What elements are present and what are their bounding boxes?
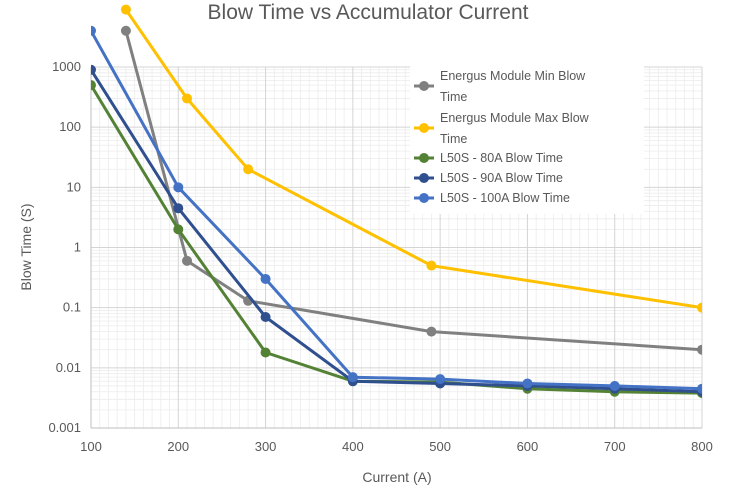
series-5 <box>91 25 702 394</box>
series-line <box>91 30 702 391</box>
y-tick-label: 0.01 <box>56 360 81 375</box>
y-tick-labels: 0.001 0.01 0.1 1 10 100 1000 <box>48 59 81 435</box>
legend-item-4: L50S - 90A Blow Time <box>414 171 563 185</box>
series-1 <box>120 25 702 355</box>
y-tick-label: 1 <box>74 240 81 255</box>
data-point <box>697 302 702 313</box>
y-axis-label: Blow Time (S) <box>18 203 34 290</box>
data-point <box>173 224 184 235</box>
y-tick-label: 100 <box>59 119 81 134</box>
x-tick-label: 100 <box>80 439 102 454</box>
data-point <box>609 380 620 391</box>
legend-label: L50S - 90A Blow Time <box>440 171 563 185</box>
legend-label: L50S - 100A Blow Time <box>440 191 570 205</box>
chart-title: Blow Time vs Accumulator Current <box>208 1 529 24</box>
legend-item-2: Energus Module Max Blow Time <box>414 111 590 146</box>
legend-item-1: Energus Module Min Blow Time <box>414 69 586 104</box>
data-point <box>120 25 131 36</box>
legend-item-3: L50S - 80A Blow Time <box>414 151 563 165</box>
data-point <box>426 260 437 271</box>
series-line <box>91 68 702 394</box>
data-point <box>173 182 184 193</box>
x-tick-labels: 100 200 300 400 500 600 700 800 <box>80 439 713 454</box>
legend: Energus Module Min Blow Time Energus Modul… <box>414 69 590 205</box>
data-point <box>243 164 254 175</box>
axes <box>90 67 702 429</box>
y-tick-label: 1000 <box>52 59 81 74</box>
legend-marker <box>419 193 429 203</box>
data-point <box>173 203 184 214</box>
legend-marker <box>419 153 429 163</box>
x-tick-label: 300 <box>255 439 277 454</box>
data-point <box>120 4 131 15</box>
y-tick-label: 0.001 <box>48 420 81 435</box>
data-point <box>435 374 446 385</box>
y-tick-label: 0.1 <box>63 300 81 315</box>
data-point <box>182 255 193 266</box>
legend-marker <box>419 173 429 183</box>
data-point <box>260 273 271 284</box>
data-point <box>260 347 271 358</box>
x-tick-label: 800 <box>691 439 713 454</box>
legend-item-5: L50S - 100A Blow Time <box>414 191 570 205</box>
x-tick-label: 700 <box>604 439 626 454</box>
x-tick-label: 400 <box>342 439 364 454</box>
data-point <box>426 326 437 337</box>
x-tick-label: 500 <box>429 439 451 454</box>
data-point <box>91 25 96 36</box>
legend-label: Energus Module Min Blow Time <box>440 69 586 104</box>
data-point <box>182 93 193 104</box>
legend-label: Energus Module Max Blow Time <box>440 111 590 146</box>
data-point <box>697 383 702 394</box>
legend-marker <box>419 81 429 91</box>
x-tick-label: 600 <box>517 439 539 454</box>
series-2 <box>120 4 702 313</box>
series-layer <box>91 4 702 399</box>
x-axis-label: Current (A) <box>362 469 431 485</box>
legend-background <box>410 64 644 214</box>
data-point <box>260 311 271 322</box>
y-tick-label: 10 <box>67 179 81 194</box>
legend-label: L50S - 80A Blow Time <box>440 151 563 165</box>
data-point <box>697 344 702 355</box>
data-point <box>91 80 96 91</box>
x-tick-label: 200 <box>167 439 189 454</box>
data-point <box>522 378 533 389</box>
data-point <box>347 372 358 383</box>
data-point <box>91 64 96 75</box>
legend-marker <box>419 123 429 133</box>
